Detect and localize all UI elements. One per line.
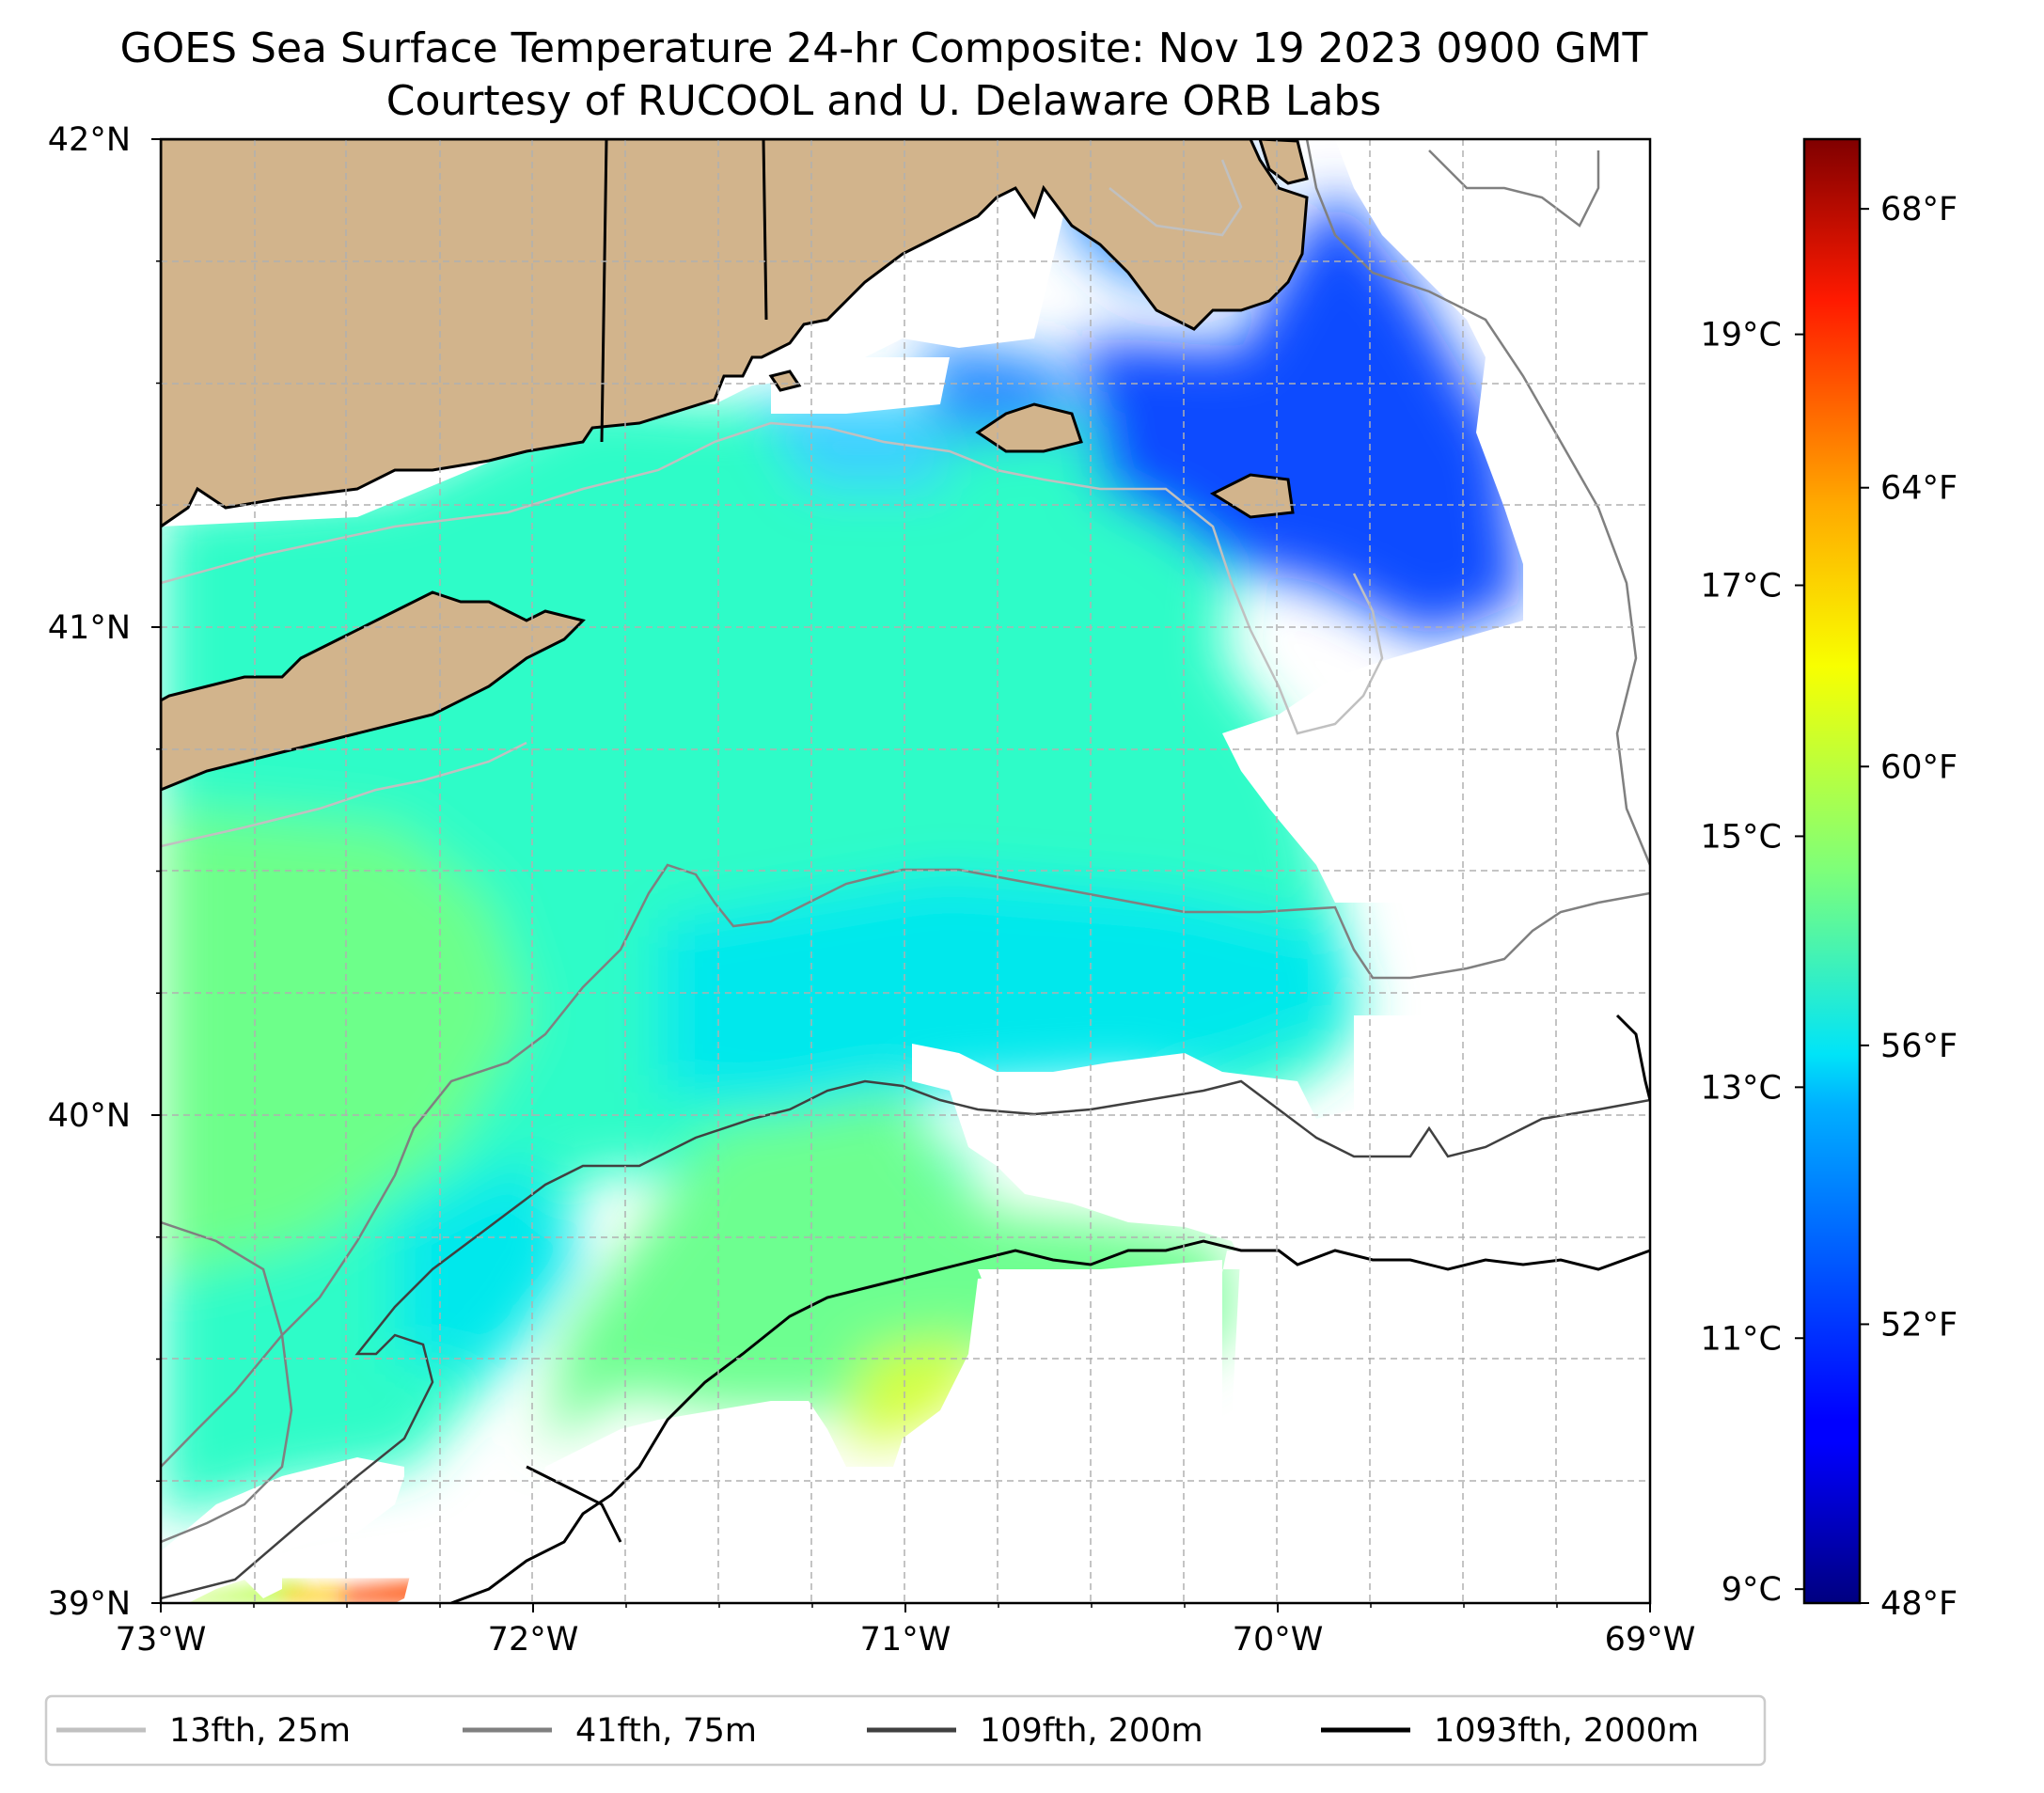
legend-label-25m: 13fth, 25m [169,1712,351,1750]
x-tick-label: 71°W [860,1621,951,1659]
colorbar-ticks: 48°F 52°F 56°F 60°F 64°F 68°F 9°C 11°C 13°C 15°C 1… [1701,191,1958,1623]
legend-item: 13fth, 25m [56,1712,351,1750]
colorbar-gradient [1802,137,1862,1605]
contour-75m-b [161,863,1650,1468]
x-tick-label: 73°W [116,1621,207,1659]
map-subtitle: Courtesy of RUCOOL and U. Delaware ORB L… [386,77,1381,125]
colorbar-c-tick-label: 11°C [1701,1320,1782,1358]
cape-cod-tip [1258,139,1309,185]
block-island [768,370,802,392]
colorbar-f-tick-label: 52°F [1880,1306,1958,1344]
contour-legend: 13fth, 25m 41fth, 75m 109fth, 200m 1093f… [44,1694,1767,1767]
land [161,139,1309,792]
nantucket [1209,473,1295,519]
colorbar: 48°F 52°F 56°F 60°F 64°F 68°F 9°C 11°C 13°C 15°C 1… [1701,137,1958,1623]
contour-2000m-b [526,1465,622,1543]
contour-75m-d [1428,149,1600,228]
x-tick-label: 69°W [1605,1621,1696,1659]
colorbar-f-tick-label: 56°F [1880,1028,1958,1065]
legend-item: 41fth, 75m [463,1712,757,1750]
contour-75m-c [1305,139,1650,866]
y-tick-label: 41°N [48,609,131,647]
contour-25m [161,421,1384,735]
y-tick-label: 40°N [48,1097,131,1135]
map-axes: 73°W 72°W 71°W 70°W 69°W 42°N 41°N 40°N 39°N [48,121,1696,1659]
colorbar-c-tick-label: 15°C [1701,818,1782,856]
marthas-vineyard [975,402,1083,453]
y-tick-label: 39°N [48,1585,131,1623]
legend-item: 1093fth, 2000m [1321,1712,1699,1750]
colorbar-c-tick-label: 17°C [1701,568,1782,606]
contour-75m [161,1220,293,1544]
contour-25m-c [1108,159,1243,237]
legend-label-75m: 41fth, 75m [575,1712,757,1750]
legend-label-2000m: 1093fth, 2000m [1434,1712,1699,1750]
x-tick-label: 72°W [488,1621,579,1659]
state-borders [600,139,768,443]
contour-2000m-c [1615,1014,1650,1101]
x-tick-label: 70°W [1233,1621,1324,1659]
colorbar-f-tick-label: 48°F [1880,1585,1958,1623]
y-tick-label: 42°N [48,121,131,159]
colorbar-f-tick-label: 60°F [1880,748,1958,786]
legend-item: 109fth, 200m [867,1712,1203,1750]
colorbar-f-tick-label: 64°F [1880,470,1958,508]
contour-25m-b [161,741,527,848]
colorbar-c-tick-label: 9°C [1722,1571,1782,1609]
colorbar-f-tick-label: 68°F [1880,191,1958,228]
new-england-coast [161,139,1309,528]
gridlines [161,139,1650,1603]
legend-label-200m: 109fth, 200m [980,1712,1203,1750]
map-panel [161,139,1650,1603]
colorbar-c-tick-label: 19°C [1701,317,1782,354]
contour-200m [161,1079,1650,1600]
long-island [161,590,586,792]
colorbar-c-tick-label: 13°C [1701,1069,1782,1107]
map-title: GOES Sea Surface Temperature 24-hr Compo… [120,24,1648,72]
